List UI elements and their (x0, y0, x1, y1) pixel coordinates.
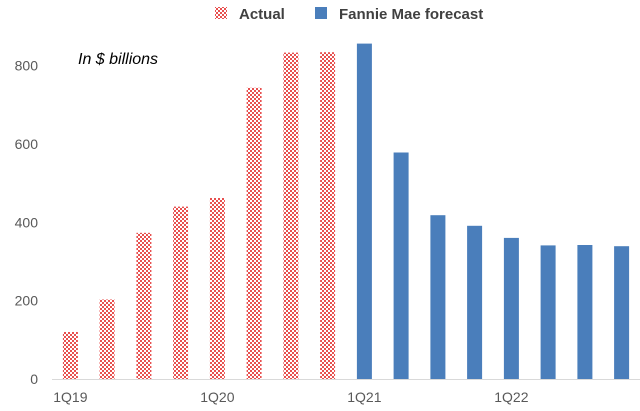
y-axis: 0 200 400 600 800 (15, 58, 39, 387)
bar-actual (173, 206, 189, 379)
legend-swatch-actual (215, 7, 227, 19)
bars (62, 43, 630, 380)
bar-actual (320, 52, 336, 379)
y-tick-label: 600 (15, 136, 39, 152)
bar-forecast (356, 43, 372, 379)
bar-forecast (467, 225, 483, 379)
y-tick-label: 800 (15, 58, 39, 74)
x-tick-label: 1Q21 (347, 389, 381, 405)
bar-forecast (614, 246, 630, 379)
bar-actual (246, 87, 262, 380)
bar-actual (283, 52, 299, 379)
y-tick-label: 200 (15, 293, 39, 309)
x-tick-label: 1Q19 (53, 389, 87, 405)
x-tick-label: 1Q22 (494, 389, 528, 405)
units-annotation: In $ billions (78, 51, 158, 68)
bar-forecast (393, 152, 409, 379)
bar-forecast (430, 215, 446, 379)
bar-forecast (540, 245, 556, 379)
x-tick-label: 1Q20 (200, 389, 234, 405)
y-tick-label: 400 (15, 214, 39, 230)
bar-actual (209, 198, 225, 379)
y-tick-label: 0 (30, 371, 38, 387)
bar-forecast (503, 237, 519, 379)
bar-forecast (577, 245, 593, 379)
legend-label-forecast: Fannie Mae forecast (339, 6, 483, 23)
legend-swatch-forecast (315, 7, 327, 19)
bar-actual (62, 332, 78, 379)
bar-actual (136, 232, 152, 379)
bar-actual (99, 299, 115, 379)
legend: Actual Fannie Mae forecast (215, 6, 483, 23)
x-axis: 1Q19 1Q20 1Q21 1Q22 (52, 379, 640, 405)
legend-label-actual: Actual (239, 6, 285, 23)
